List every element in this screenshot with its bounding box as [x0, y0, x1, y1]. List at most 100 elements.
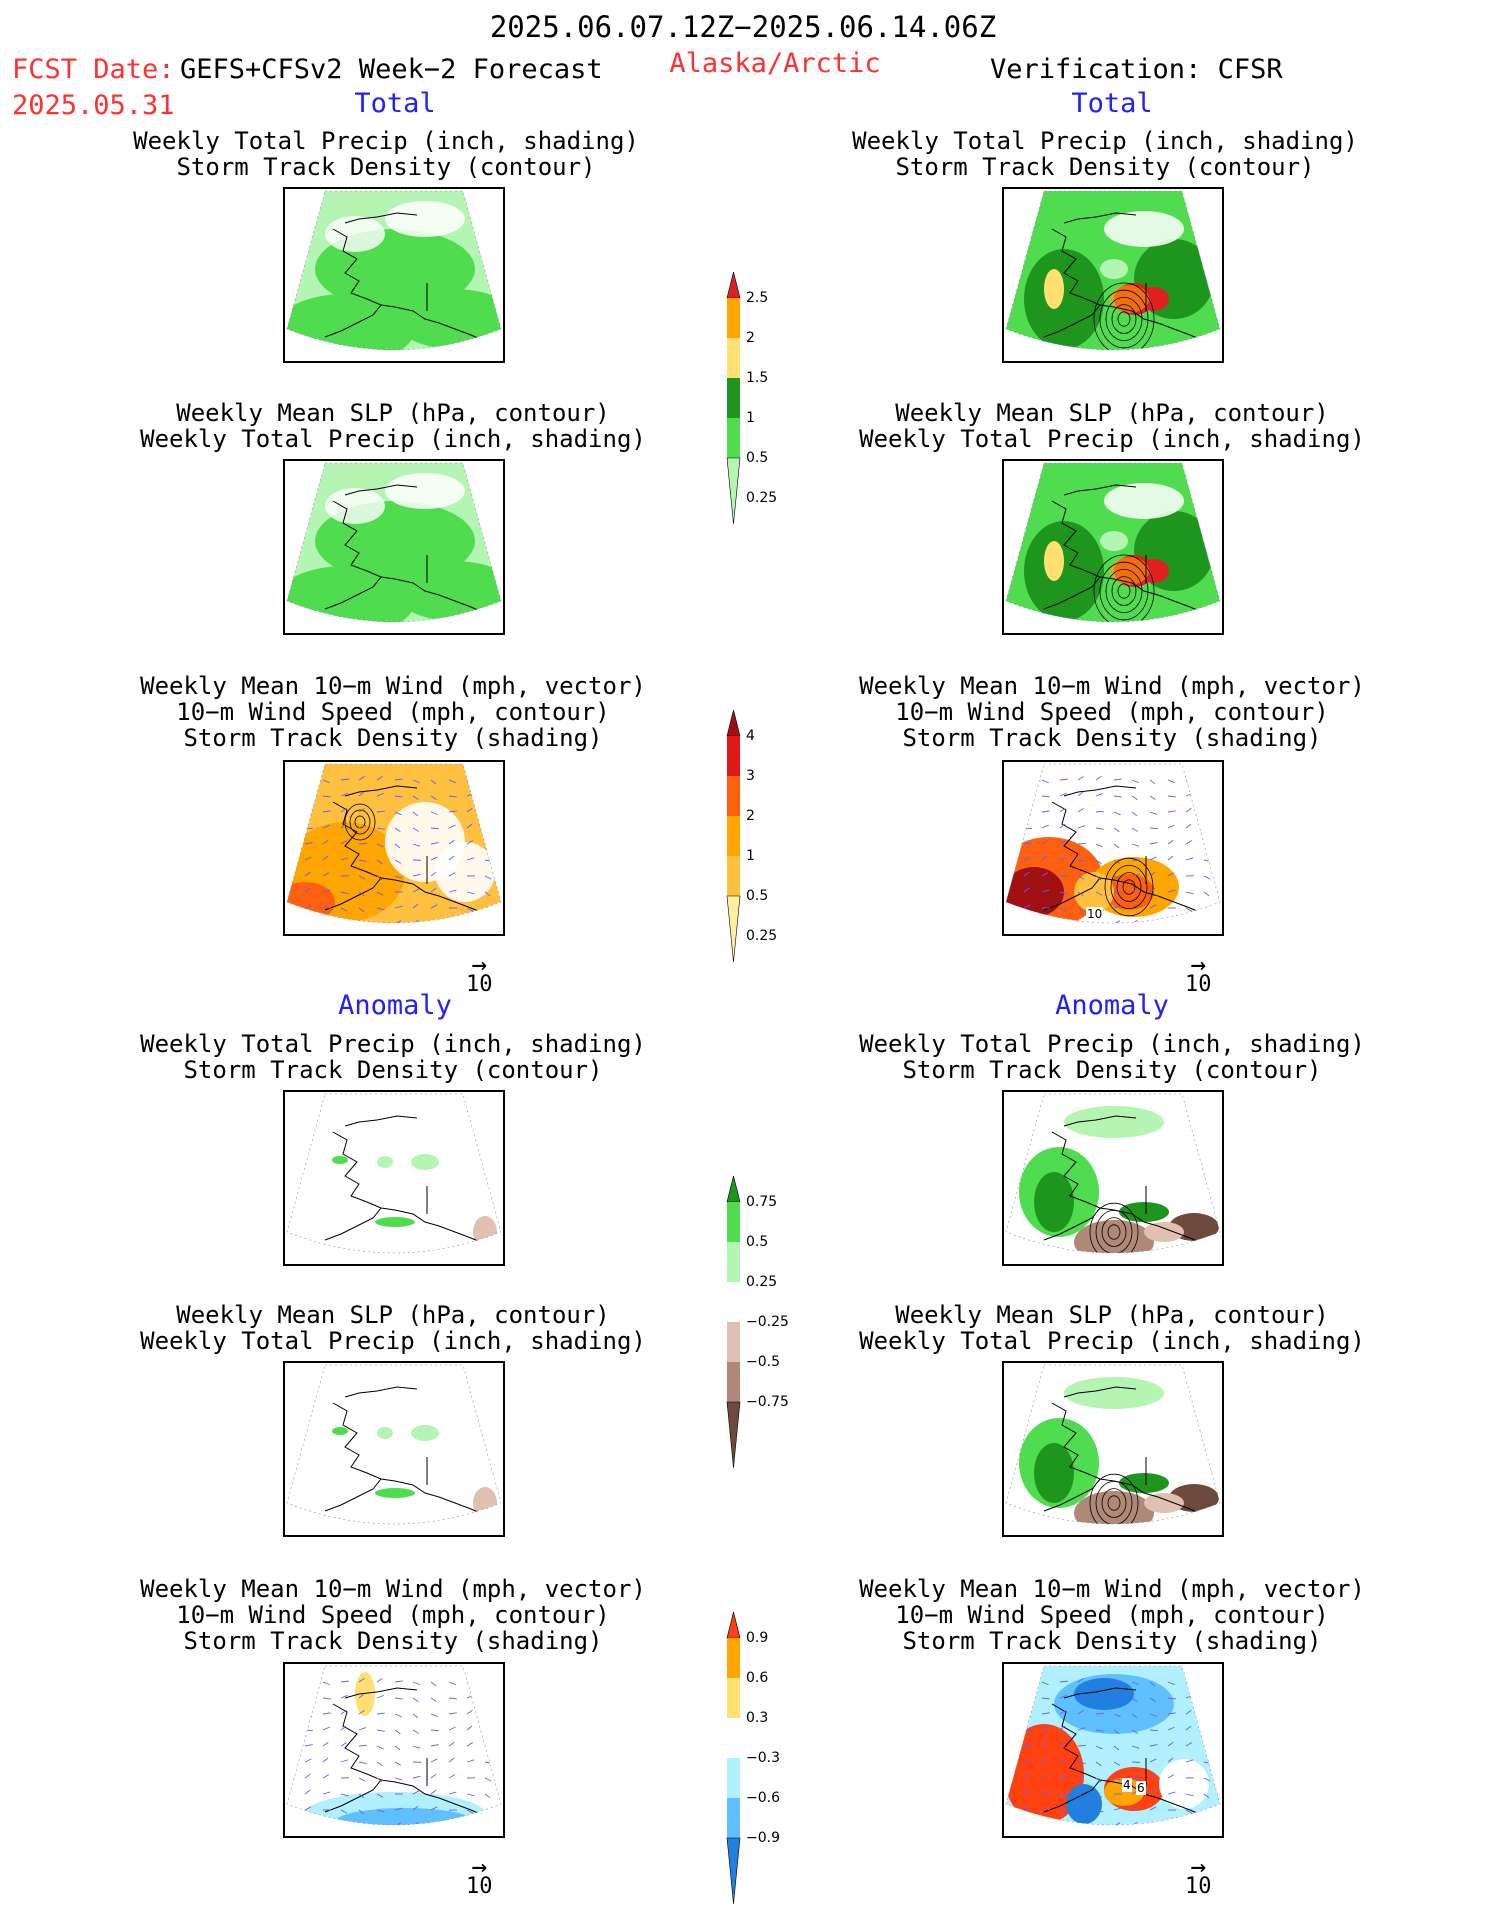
colorbar-tick-label: −0.6: [746, 1790, 780, 1806]
vector-ref-value: 10: [1185, 1874, 1212, 1899]
vector-ref-right-anom: → 10: [1185, 1852, 1212, 1899]
colorbar-tick-label: −0.3: [746, 1750, 780, 1766]
title-left-precip-anom: Weekly Total Precip (inch, shading) Stor…: [140, 1030, 646, 1084]
title-left-precip-total: Weekly Total Precip (inch, shading) Stor…: [133, 127, 639, 181]
map-right-wind-total: 10: [1002, 760, 1224, 936]
map-right-slp-total: [1002, 459, 1224, 635]
map-plot: [286, 1364, 502, 1525]
title-right-precip-total: Weekly Total Precip (inch, shading) Stor…: [852, 127, 1358, 181]
colorbar-precip-total: 2.5 2 1.5 1 0.5 0.25: [722, 268, 802, 562]
colorbar-segment: [727, 736, 740, 776]
colorbar-tick-label: 0.25: [746, 928, 777, 944]
colorbar-tick-label: 1: [746, 848, 755, 864]
colorbar-storm-anom: 0.9 0.6 0.3 −0.3 −0.6 −0.9: [722, 1608, 802, 1905]
fcst-model: GEFS+CFSv2 Week−2 Forecast: [180, 54, 603, 85]
colorbar-segment: [727, 298, 740, 338]
arrow-right-icon: →: [1190, 1852, 1207, 1882]
map-plot: [1005, 1364, 1221, 1525]
map-right-precip-anom: [1002, 1090, 1224, 1266]
map-left-precip-total: [283, 187, 505, 363]
verification-label: Verification: CFSR: [990, 54, 1283, 85]
arrow-right-icon: →: [1190, 950, 1207, 980]
left-anomaly-label: Anomaly: [338, 990, 452, 1021]
map-right-slp-anom: [1002, 1361, 1224, 1537]
colorbar-segment: [727, 418, 740, 458]
map-plot: [1005, 462, 1221, 623]
colorbar-segment: [727, 1242, 740, 1282]
colorbar-segment: [727, 1798, 740, 1838]
colorbar-tick-label: 0.5: [746, 1234, 768, 1250]
map-label-wind-speed: 10: [1086, 907, 1104, 921]
colorbar-segment: [727, 378, 740, 418]
colorbar-tick-label: −0.75: [746, 1394, 789, 1410]
colorbar-segment: [726, 457, 741, 525]
vector-ref-value: 10: [1185, 972, 1212, 997]
vector-ref-value: 10: [466, 972, 493, 997]
fcst-date-label: FCST Date:: [12, 54, 175, 85]
title-right-wind-total: Weekly Mean 10−m Wind (mph, vector) 10−m…: [859, 672, 1365, 752]
colorbar-tick-label: 0.3: [746, 1710, 768, 1726]
arrow-right-icon: →: [471, 1852, 488, 1882]
title-right-slp-anom: Weekly Mean SLP (hPa, contour) Weekly To…: [859, 1301, 1365, 1355]
colorbar-tick-label: 0.75: [746, 1194, 777, 1210]
arrow-right-icon: →: [471, 950, 488, 980]
title-left-slp-anom: Weekly Mean SLP (hPa, contour) Weekly To…: [140, 1301, 646, 1355]
colorbar-tick-label: 1.5: [746, 370, 768, 386]
colorbar-tick-label: 0.5: [746, 888, 768, 904]
colorbar-segment: [726, 1837, 741, 1905]
colorbar-segment: [727, 1678, 740, 1718]
colorbar-segment: [727, 1282, 740, 1322]
vector-ref-right-total: → 10: [1185, 950, 1212, 997]
colorbar-segment: [727, 1362, 740, 1402]
vector-ref-left-total: → 10: [466, 950, 493, 997]
colorbar-segment: [727, 1322, 740, 1362]
map-label-anom-a: 4: [1122, 1778, 1132, 1792]
colorbar-tick-label: 4: [746, 728, 755, 744]
colorbar-segment: [726, 709, 741, 737]
colorbar-segment: [726, 1175, 741, 1203]
colorbar-segment: [726, 895, 741, 963]
vector-ref-value: 10: [466, 1874, 493, 1899]
region-label: Alaska/Arctic: [669, 48, 881, 79]
title-right-slp-total: Weekly Mean SLP (hPa, contour) Weekly To…: [859, 399, 1365, 453]
map-right-precip-total: [1002, 187, 1224, 363]
map-left-wind-total: [283, 760, 505, 936]
colorbar-tick-label: 2.5: [746, 290, 768, 306]
map-plot: [1005, 190, 1221, 351]
map-left-slp-total: [283, 459, 505, 635]
fcst-date: 2025.05.31: [12, 90, 175, 121]
colorbar-segment: [727, 856, 740, 896]
colorbar-segment: [726, 1611, 741, 1639]
vector-ref-left-anom: → 10: [466, 1852, 493, 1899]
colorbar-tick-label: 0.25: [746, 1274, 777, 1290]
colorbar-segment: [727, 776, 740, 816]
title-right-wind-anom: Weekly Mean 10−m Wind (mph, vector) 10−m…: [859, 1575, 1365, 1655]
colorbar-tick-label: −0.9: [746, 1830, 780, 1846]
colorbar-tick-label: 0.5: [746, 450, 768, 466]
colorbar-tick-label: −0.25: [746, 1314, 789, 1330]
colorbar-segment: [727, 1758, 740, 1798]
colorbar-segment: [727, 338, 740, 378]
title-right-precip-anom: Weekly Total Precip (inch, shading) Stor…: [859, 1030, 1365, 1084]
title-left-slp-total: Weekly Mean SLP (hPa, contour) Weekly To…: [140, 399, 646, 453]
colorbar-tick-label: 3: [746, 768, 755, 784]
colorbar-tick-label: 1: [746, 410, 755, 426]
right-anomaly-label: Anomaly: [1055, 990, 1169, 1021]
colorbar-tick-label: 0.9: [746, 1630, 768, 1646]
map-left-slp-anom: [283, 1361, 505, 1537]
colorbar-tick-label: 0.25: [746, 490, 777, 506]
map-plot: [286, 763, 502, 924]
colorbar-segment: [726, 271, 741, 299]
colorbar-segment: [727, 1718, 740, 1758]
colorbar-tick-label: 0.6: [746, 1670, 768, 1686]
colorbar-tick-label: 2: [746, 808, 755, 824]
map-plot: [1005, 763, 1221, 924]
map-label-anom-b: 6: [1136, 1781, 1146, 1795]
title-left-wind-anom: Weekly Mean 10−m Wind (mph, vector) 10−m…: [140, 1575, 646, 1655]
left-total-label: Total: [354, 88, 436, 119]
right-total-label: Total: [1071, 88, 1153, 119]
map-plot: [286, 190, 502, 351]
map-right-wind-anom: 4 6: [1002, 1662, 1224, 1838]
date-range-title: 2025.06.07.12Z−2025.06.14.06Z: [489, 10, 997, 44]
map-left-precip-anom: [283, 1090, 505, 1266]
